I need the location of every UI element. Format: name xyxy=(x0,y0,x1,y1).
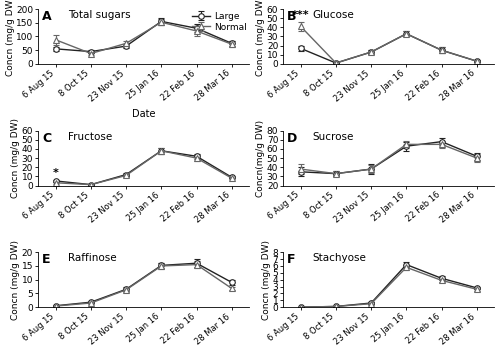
Text: *: * xyxy=(52,168,59,178)
Text: C: C xyxy=(42,132,51,145)
Y-axis label: Concn (mg/g DW): Concn (mg/g DW) xyxy=(256,0,266,76)
Text: B: B xyxy=(288,10,297,23)
Legend: Large, Normal: Large, Normal xyxy=(192,11,248,32)
Text: Fructose: Fructose xyxy=(68,132,112,142)
Text: ***: *** xyxy=(292,10,310,20)
Text: F: F xyxy=(288,253,296,266)
Text: Glucose: Glucose xyxy=(312,10,354,20)
Y-axis label: Concn(mg/g DW): Concn(mg/g DW) xyxy=(256,120,266,197)
Text: Sucrose: Sucrose xyxy=(312,132,354,142)
Text: Stachyose: Stachyose xyxy=(312,253,366,263)
X-axis label: Date: Date xyxy=(132,109,156,119)
Text: E: E xyxy=(42,253,51,266)
Y-axis label: Concn (mg/g DW): Concn (mg/g DW) xyxy=(6,0,15,76)
Text: A: A xyxy=(42,10,52,23)
Text: Total sugars: Total sugars xyxy=(68,10,130,20)
Y-axis label: Concn (mg/g DW): Concn (mg/g DW) xyxy=(12,240,20,320)
Text: Raffinose: Raffinose xyxy=(68,253,116,263)
Text: D: D xyxy=(288,132,298,145)
Y-axis label: Concn (mg/g DW): Concn (mg/g DW) xyxy=(262,240,271,320)
Y-axis label: Concn (mg/g DW): Concn (mg/g DW) xyxy=(12,118,20,198)
